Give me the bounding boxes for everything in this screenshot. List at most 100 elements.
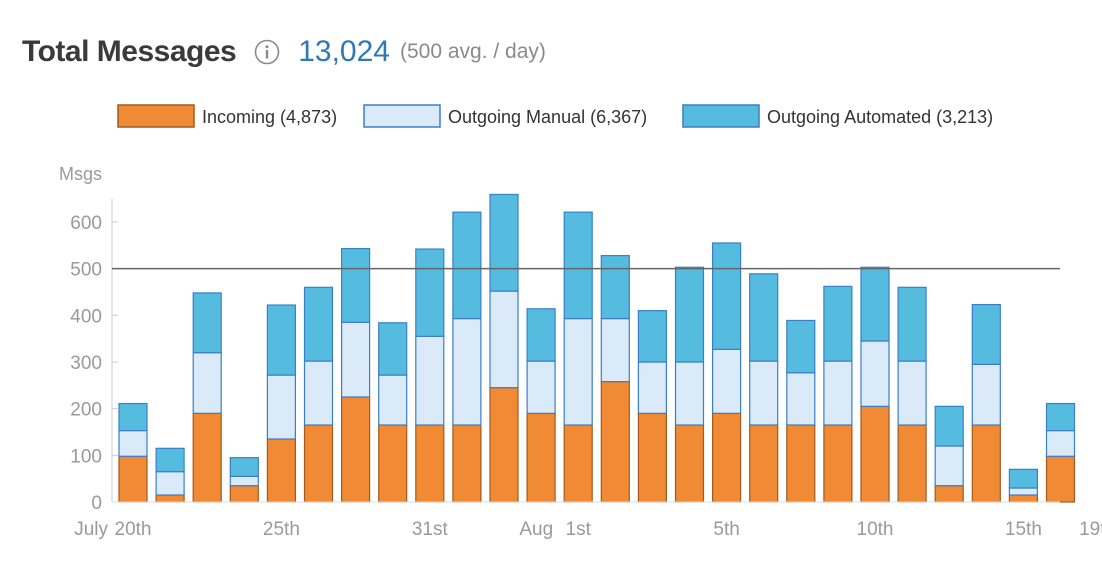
bar-outgoing-automated-1[interactable] bbox=[155, 447, 185, 473]
bar-outgoing-manual-15[interactable] bbox=[674, 361, 705, 426]
legend-label-1[interactable]: Outgoing Manual (6,367) bbox=[448, 107, 647, 127]
bar-outgoing-manual-4[interactable] bbox=[266, 374, 296, 440]
x-axis: 20th 25th 31st 1st 5th 10th 15th 19th July Aug bbox=[74, 519, 1102, 540]
bar-outgoing-automated-9[interactable] bbox=[452, 211, 482, 320]
total-count: 13,024 bbox=[298, 35, 390, 68]
bar-outgoing-automated-5[interactable] bbox=[303, 286, 334, 362]
bar-outgoing-automated-3[interactable] bbox=[229, 457, 259, 477]
y-tick-label: 100 bbox=[70, 446, 102, 467]
bar-outgoing-automated-23[interactable] bbox=[971, 303, 1001, 365]
bar-incoming-16[interactable] bbox=[711, 412, 742, 503]
bar-outgoing-manual-18[interactable] bbox=[786, 372, 816, 426]
bar-outgoing-manual-23[interactable] bbox=[971, 363, 1001, 426]
bar-incoming-20[interactable] bbox=[860, 405, 890, 503]
y-tick-label: 300 bbox=[70, 353, 102, 374]
bar-outgoing-manual-14[interactable] bbox=[637, 361, 668, 414]
bar-outgoing-automated-20[interactable] bbox=[860, 266, 890, 342]
bar-outgoing-automated-12[interactable] bbox=[563, 211, 593, 320]
bar-outgoing-automated-24[interactable] bbox=[1008, 468, 1039, 489]
bar-incoming-9[interactable] bbox=[452, 424, 482, 503]
bar-outgoing-manual-11[interactable] bbox=[526, 360, 556, 414]
bar-incoming-3[interactable] bbox=[229, 485, 259, 503]
month-label: Aug bbox=[519, 519, 553, 540]
bar-outgoing-manual-3[interactable] bbox=[229, 475, 259, 487]
bar-outgoing-manual-9[interactable] bbox=[452, 317, 482, 426]
bar-incoming-12[interactable] bbox=[563, 424, 593, 503]
bar-incoming-4[interactable] bbox=[266, 438, 296, 503]
bar-outgoing-manual-5[interactable] bbox=[303, 360, 334, 426]
bar-outgoing-automated-7[interactable] bbox=[378, 322, 408, 376]
bar-outgoing-automated-16[interactable] bbox=[711, 242, 742, 350]
bar-incoming-13[interactable] bbox=[600, 380, 630, 503]
bar-outgoing-manual-17[interactable] bbox=[749, 360, 779, 426]
y-tick-label: 0 bbox=[91, 493, 102, 514]
bar-outgoing-automated-4[interactable] bbox=[266, 304, 296, 376]
bar-incoming-21[interactable] bbox=[897, 424, 927, 503]
info-icon[interactable] bbox=[254, 39, 280, 65]
bar-outgoing-manual-24[interactable] bbox=[1008, 487, 1039, 496]
bar-outgoing-manual-25[interactable] bbox=[1045, 429, 1076, 457]
bar-outgoing-automated-0[interactable] bbox=[118, 402, 148, 432]
bar-incoming-22[interactable] bbox=[934, 485, 964, 503]
bar-outgoing-automated-21[interactable] bbox=[897, 286, 927, 362]
bar-incoming-17[interactable] bbox=[749, 424, 779, 503]
legend-swatch-0[interactable] bbox=[117, 104, 195, 128]
bar-outgoing-manual-6[interactable] bbox=[341, 321, 371, 398]
bar-outgoing-automated-2[interactable] bbox=[192, 292, 222, 354]
bar-incoming-19[interactable] bbox=[823, 424, 853, 503]
x-tick-label: 19th bbox=[1079, 519, 1102, 540]
bar-incoming-14[interactable] bbox=[637, 412, 668, 503]
bar-outgoing-automated-17[interactable] bbox=[749, 273, 779, 362]
bar-incoming-2[interactable] bbox=[192, 412, 222, 503]
bar-outgoing-automated-11[interactable] bbox=[526, 308, 556, 362]
bar-outgoing-manual-1[interactable] bbox=[155, 471, 185, 496]
bar-incoming-1[interactable] bbox=[155, 494, 185, 503]
bar-incoming-11[interactable] bbox=[526, 412, 556, 503]
legend-swatch-2[interactable] bbox=[682, 104, 760, 128]
bar-outgoing-automated-22[interactable] bbox=[934, 405, 964, 447]
bar-outgoing-manual-7[interactable] bbox=[378, 374, 408, 426]
bar-incoming-7[interactable] bbox=[378, 424, 408, 503]
bar-outgoing-automated-6[interactable] bbox=[341, 247, 371, 323]
legend-label-0[interactable]: Incoming (4,873) bbox=[202, 107, 337, 127]
bar-outgoing-manual-8[interactable] bbox=[415, 335, 445, 426]
y-tick-label: 400 bbox=[70, 306, 102, 327]
x-tick-label: 31st bbox=[412, 519, 449, 540]
bar-outgoing-automated-15[interactable] bbox=[674, 266, 705, 363]
x-tick-label: 25th bbox=[263, 519, 300, 540]
bar-outgoing-automated-8[interactable] bbox=[415, 248, 445, 337]
bar-incoming-24[interactable] bbox=[1008, 494, 1039, 503]
bar-incoming-15[interactable] bbox=[674, 424, 705, 503]
bar-incoming-5[interactable] bbox=[303, 424, 334, 503]
bar-outgoing-automated-10[interactable] bbox=[489, 193, 519, 292]
y-tick-label: 200 bbox=[70, 400, 102, 421]
bar-outgoing-manual-12[interactable] bbox=[563, 317, 593, 426]
bar-outgoing-manual-10[interactable] bbox=[489, 290, 519, 389]
bar-outgoing-manual-19[interactable] bbox=[823, 360, 853, 426]
bar-outgoing-manual-2[interactable] bbox=[192, 352, 222, 414]
bar-outgoing-manual-13[interactable] bbox=[600, 317, 630, 383]
bar-incoming-10[interactable] bbox=[489, 387, 519, 503]
bar-incoming-0[interactable] bbox=[118, 455, 148, 503]
bar-incoming-18[interactable] bbox=[786, 424, 816, 503]
bar-incoming-6[interactable] bbox=[341, 396, 371, 503]
bar-outgoing-automated-25[interactable] bbox=[1045, 402, 1076, 432]
bar-outgoing-automated-18[interactable] bbox=[786, 319, 816, 374]
bar-incoming-25[interactable] bbox=[1045, 455, 1076, 503]
bar-outgoing-automated-19[interactable] bbox=[823, 285, 853, 362]
x-tick-label: 10th bbox=[857, 519, 894, 540]
bar-outgoing-automated-13[interactable] bbox=[600, 254, 630, 320]
bar-outgoing-manual-0[interactable] bbox=[118, 429, 148, 457]
average-per-day: (500 avg. / day) bbox=[399, 40, 546, 63]
legend-swatch-1[interactable] bbox=[363, 104, 441, 128]
bar-outgoing-automated-14[interactable] bbox=[637, 310, 668, 363]
bar-incoming-23[interactable] bbox=[971, 424, 1001, 503]
bar-outgoing-manual-16[interactable] bbox=[711, 348, 742, 414]
bar-outgoing-manual-22[interactable] bbox=[934, 445, 964, 487]
legend-label-2[interactable]: Outgoing Automated (3,213) bbox=[767, 107, 993, 127]
bar-outgoing-manual-20[interactable] bbox=[860, 340, 890, 407]
bar-outgoing-manual-21[interactable] bbox=[897, 360, 927, 426]
y-tick-label: 500 bbox=[70, 260, 102, 281]
bar-incoming-8[interactable] bbox=[415, 424, 445, 503]
